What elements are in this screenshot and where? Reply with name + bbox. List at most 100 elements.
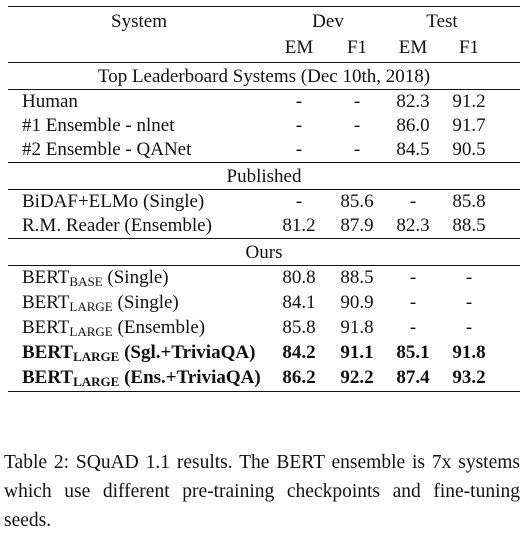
system-name: R.M. Reader (Ensemble) xyxy=(8,214,270,238)
header-dev: Dev xyxy=(312,11,344,32)
section-title: Ours xyxy=(245,242,283,263)
table-row: BERTLARGE (Sgl.+TriviaQA) 84.2 91.1 85.1 91.… xyxy=(8,341,520,366)
table-row: #1 Ensemble - nlnet - - 86.0 91.7 xyxy=(8,114,520,138)
table-body: Top Leaderboard Systems (Dec 10th, 2018)… xyxy=(8,62,520,391)
cell-dev-f1: 91.1 xyxy=(340,342,374,363)
cell-test-em: 82.3 xyxy=(396,91,430,112)
system-name-subscript: BASE xyxy=(69,274,103,289)
system-name-suffix: (Sgl.+TriviaQA) xyxy=(119,342,256,363)
cell-dev-em: 85.8 xyxy=(282,317,316,338)
system-name-subscript: LARGE xyxy=(73,349,120,364)
cell-test-f1: 88.5 xyxy=(452,215,486,236)
cell-test-f1: 85.8 xyxy=(452,191,486,212)
section-rule xyxy=(8,162,520,163)
cell-dev-f1: 88.5 xyxy=(340,267,374,288)
top-rule xyxy=(8,6,520,7)
cell-dev-em: 86.2 xyxy=(282,367,316,388)
system-name-text: BERT xyxy=(22,342,74,363)
section-title-rule xyxy=(8,89,520,90)
system-name: BiDAF+ELMo (Single) xyxy=(8,190,270,214)
cell-dev-em: 80.8 xyxy=(282,267,316,288)
system-name-text: BERT xyxy=(22,367,74,388)
system-name-subscript: LARGE xyxy=(69,324,113,339)
cell-test-f1: 91.2 xyxy=(452,91,486,112)
system-name-text: #1 Ensemble - nlnet xyxy=(22,115,175,136)
cell-test-em: - xyxy=(409,267,417,288)
system-name-suffix: (Ensemble) xyxy=(112,317,206,338)
system-name: #2 Ensemble - QANet xyxy=(8,138,270,162)
table-row: R.M. Reader (Ensemble) 81.2 87.9 82.3 88.5 xyxy=(8,214,520,238)
table-row: BiDAF+ELMo (Single) - 85.6 - 85.8 xyxy=(8,190,520,214)
cell-test-em: 86.0 xyxy=(396,115,430,136)
system-name-text: R.M. Reader (Ensemble) xyxy=(22,215,212,236)
cell-test-f1: 91.8 xyxy=(452,342,486,363)
cell-test-f1: - xyxy=(465,267,473,288)
system-name-subscript: LARGE xyxy=(69,299,113,314)
cell-dev-f1: - xyxy=(353,115,361,136)
cell-test-f1: 90.5 xyxy=(452,139,486,160)
table-row: #2 Ensemble - QANet - - 84.5 90.5 xyxy=(8,138,520,162)
table-row: BERTBASE (Single) 80.8 88.5 - - xyxy=(8,266,520,291)
system-name-text: BERT xyxy=(22,292,70,313)
cell-dev-em: 84.1 xyxy=(282,292,316,313)
cell-dev-f1: 85.6 xyxy=(340,191,374,212)
header-dev-em: EM xyxy=(284,37,314,58)
system-name-suffix: (Single) xyxy=(112,292,179,313)
cell-test-f1: - xyxy=(465,292,473,313)
cell-test-em: 82.3 xyxy=(396,215,430,236)
system-name-text: Human xyxy=(22,91,78,112)
header-row-1: System Dev Test xyxy=(8,7,520,36)
table-caption: Table 2: SQuAD 1.1 results. The BERT ens… xyxy=(4,452,520,531)
table-row: BERTLARGE (Single) 84.1 90.9 - - xyxy=(8,291,520,316)
header-row-2: EM F1 EM F1 xyxy=(8,36,520,62)
section-title: Top Leaderboard Systems (Dec 10th, 2018) xyxy=(97,66,431,87)
cell-dev-f1: 92.2 xyxy=(340,367,374,388)
cell-test-em: - xyxy=(409,292,417,313)
system-name: BERTLARGE (Ens.+TriviaQA) xyxy=(8,366,270,391)
header-dev-f1: F1 xyxy=(346,37,368,58)
cell-dev-f1: 87.9 xyxy=(340,215,374,236)
system-name-text: BERT xyxy=(22,317,70,338)
section-rule xyxy=(8,62,520,63)
system-name-subscript: LARGE xyxy=(73,374,120,389)
header-test-f1: F1 xyxy=(458,37,480,58)
cell-test-em: - xyxy=(409,317,417,338)
cell-test-em: - xyxy=(409,191,417,212)
cell-test-f1: 93.2 xyxy=(452,367,486,388)
system-name: BERTBASE (Single) xyxy=(8,266,270,291)
cell-dev-f1: 90.9 xyxy=(340,292,374,313)
section-title-rule xyxy=(8,189,520,190)
table-row: BERTLARGE (Ensemble) 85.8 91.8 - - xyxy=(8,316,520,341)
cell-dev-f1: - xyxy=(353,139,361,160)
system-name-suffix: (Ens.+TriviaQA) xyxy=(119,367,261,388)
table-row: BERTLARGE (Ens.+TriviaQA) 86.2 92.2 87.4 93.… xyxy=(8,366,520,391)
system-name-suffix: (Single) xyxy=(102,267,169,288)
cell-dev-em: 84.2 xyxy=(282,342,316,363)
header-test: Test xyxy=(426,11,458,32)
system-name-text: #2 Ensemble - QANet xyxy=(22,139,192,160)
system-name: BERTLARGE (Ensemble) xyxy=(8,316,270,341)
header-test-em: EM xyxy=(398,37,428,58)
cell-test-em: 87.4 xyxy=(396,367,430,388)
cell-dev-f1: 91.8 xyxy=(340,317,374,338)
system-name: Human xyxy=(8,90,270,114)
system-name: #1 Ensemble - nlnet xyxy=(8,114,270,138)
cell-test-f1: 91.7 xyxy=(452,115,486,136)
section-rule xyxy=(8,238,520,239)
cell-dev-f1: - xyxy=(353,91,361,112)
system-name-text: BiDAF+ELMo (Single) xyxy=(22,191,205,212)
cell-test-f1: - xyxy=(465,317,473,338)
cell-dev-em: - xyxy=(295,91,303,112)
cell-test-em: 85.1 xyxy=(396,342,430,363)
system-name-text: BERT xyxy=(22,267,70,288)
table-row: Human - - 82.3 91.2 xyxy=(8,90,520,114)
cell-dev-em: - xyxy=(295,191,303,212)
section-title-rule xyxy=(8,265,520,266)
results-table: System Dev Test EM F1 EM F1 Top Leaderbo… xyxy=(8,6,520,392)
bottom-rule xyxy=(8,391,520,392)
cell-dev-em: - xyxy=(295,115,303,136)
section-title: Published xyxy=(226,166,302,187)
cell-test-em: 84.5 xyxy=(396,139,430,160)
cell-dev-em: - xyxy=(295,139,303,160)
system-name: BERTLARGE (Single) xyxy=(8,291,270,316)
